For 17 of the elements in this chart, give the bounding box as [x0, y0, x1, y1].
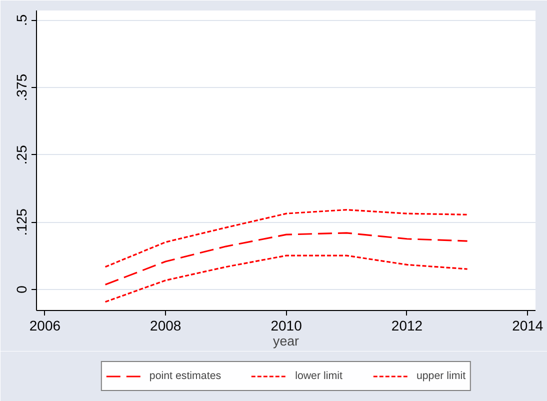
legend-label: upper limit	[416, 370, 466, 382]
y-tick-label: 0	[14, 285, 30, 294]
line-series	[104, 232, 468, 286]
y-tick-label: .5	[14, 14, 30, 26]
y-tick-label: .375	[14, 74, 30, 102]
x-tick-label: 2008	[150, 318, 182, 334]
x-axis-title: year	[273, 334, 300, 348]
x-tick-label: 2006	[29, 318, 61, 334]
legend-label: point estimates	[149, 370, 222, 382]
x-tick-label: 2014	[512, 318, 544, 334]
x-tick-label: 2012	[391, 318, 423, 334]
x-tick-label: 2010	[270, 318, 302, 334]
y-tick-label: .125	[14, 208, 30, 236]
legend-label: lower limit	[295, 370, 342, 382]
line-series	[104, 254, 468, 303]
line-series	[104, 208, 468, 268]
y-tick-label: .25	[14, 144, 30, 165]
